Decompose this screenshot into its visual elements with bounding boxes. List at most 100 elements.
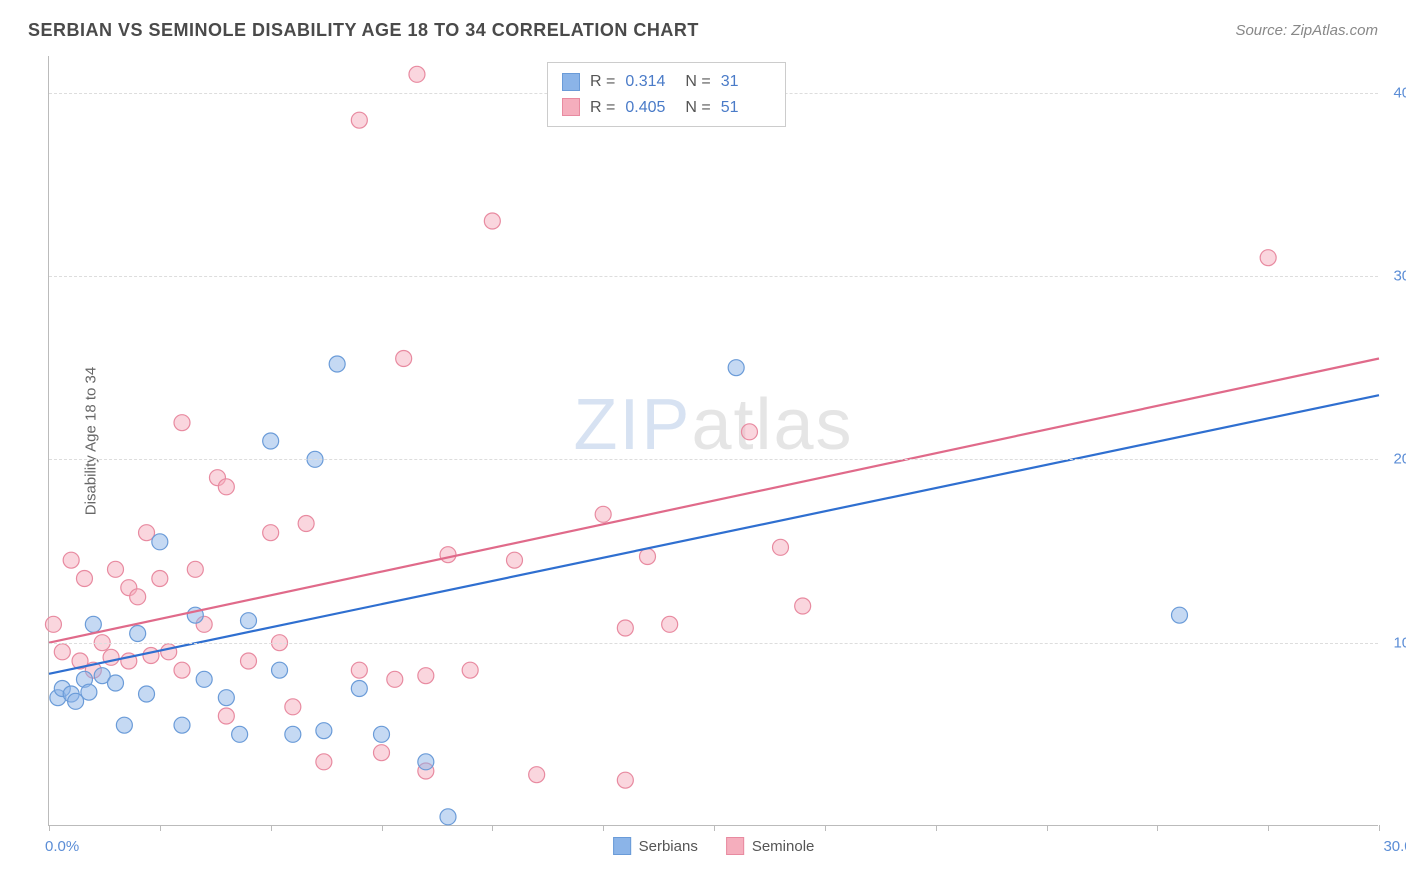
y-tick-label: 10.0% [1393, 634, 1406, 651]
stats-row-seminole: R = 0.405 N = 51 [562, 95, 771, 121]
scatter-point [316, 723, 332, 739]
scatter-point [662, 616, 678, 632]
x-tick [382, 825, 383, 831]
scatter-point [187, 561, 203, 577]
x-axis-end-label: 30.0% [1383, 838, 1406, 855]
gridline-h [49, 276, 1378, 277]
x-tick [1047, 825, 1048, 831]
scatter-point [218, 690, 234, 706]
scatter-point [63, 552, 79, 568]
scatter-point [263, 433, 279, 449]
scatter-point [241, 613, 257, 629]
scatter-point [396, 351, 412, 367]
scatter-point [1260, 250, 1276, 266]
r-value-serbians: 0.314 [625, 69, 675, 95]
stats-legend-box: R = 0.314 N = 31 R = 0.405 N = 51 [547, 62, 786, 127]
x-tick [492, 825, 493, 831]
scatter-point [45, 616, 61, 632]
scatter-point [440, 547, 456, 563]
scatter-point [54, 644, 70, 660]
scatter-point [462, 662, 478, 678]
y-tick-label: 40.0% [1393, 84, 1406, 101]
scatter-point [108, 561, 124, 577]
gridline-h [49, 459, 1378, 460]
scatter-point [351, 662, 367, 678]
scatter-point [116, 717, 132, 733]
scatter-svg [49, 56, 1378, 825]
scatter-point [617, 620, 633, 636]
x-tick [271, 825, 272, 831]
scatter-point [218, 479, 234, 495]
legend-swatch-seminole [726, 837, 744, 855]
scatter-point [161, 644, 177, 660]
x-tick [603, 825, 604, 831]
scatter-point [285, 726, 301, 742]
stats-row-serbians: R = 0.314 N = 31 [562, 69, 771, 95]
scatter-point [595, 506, 611, 522]
scatter-point [409, 66, 425, 82]
scatter-point [316, 754, 332, 770]
scatter-point [263, 525, 279, 541]
scatter-point [795, 598, 811, 614]
scatter-point [152, 571, 168, 587]
n-value-seminole: 51 [721, 95, 771, 121]
scatter-point [130, 589, 146, 605]
scatter-point [139, 686, 155, 702]
scatter-point [351, 681, 367, 697]
x-tick [714, 825, 715, 831]
r-value-seminole: 0.405 [625, 95, 675, 121]
scatter-point [617, 772, 633, 788]
legend-bottom: Serbians Seminole [613, 837, 815, 855]
scatter-point [241, 653, 257, 669]
x-axis-start-label: 0.0% [45, 838, 79, 855]
scatter-point [374, 745, 390, 761]
scatter-point [174, 415, 190, 431]
r-label: R = [590, 95, 615, 121]
scatter-point [218, 708, 234, 724]
scatter-point [174, 662, 190, 678]
x-tick [1157, 825, 1158, 831]
scatter-point [85, 616, 101, 632]
y-tick-label: 20.0% [1393, 451, 1406, 468]
trend-line [49, 395, 1379, 674]
scatter-point [272, 662, 288, 678]
scatter-point [298, 516, 314, 532]
scatter-point [76, 571, 92, 587]
scatter-point [440, 809, 456, 825]
scatter-point [418, 668, 434, 684]
scatter-point [143, 648, 159, 664]
gridline-h [49, 643, 1378, 644]
trend-line [49, 359, 1379, 643]
scatter-point [329, 356, 345, 372]
scatter-point [152, 534, 168, 550]
scatter-point [196, 671, 212, 687]
legend-swatch-serbians [613, 837, 631, 855]
scatter-point [418, 754, 434, 770]
scatter-point [387, 671, 403, 687]
scatter-point [484, 213, 500, 229]
swatch-serbians [562, 73, 580, 91]
x-tick [825, 825, 826, 831]
x-tick [160, 825, 161, 831]
scatter-point [1172, 607, 1188, 623]
swatch-seminole [562, 98, 580, 116]
scatter-point [640, 549, 656, 565]
n-label: N = [685, 69, 710, 95]
x-tick [1268, 825, 1269, 831]
scatter-point [174, 717, 190, 733]
x-tick [1379, 825, 1380, 831]
y-tick-label: 30.0% [1393, 268, 1406, 285]
scatter-point [285, 699, 301, 715]
legend-label-seminole: Seminole [752, 838, 815, 855]
legend-item-seminole: Seminole [726, 837, 815, 855]
scatter-point [232, 726, 248, 742]
scatter-point [728, 360, 744, 376]
r-label: R = [590, 69, 615, 95]
scatter-point [108, 675, 124, 691]
legend-item-serbians: Serbians [613, 837, 698, 855]
scatter-point [741, 424, 757, 440]
x-tick [49, 825, 50, 831]
scatter-point [130, 626, 146, 642]
scatter-point [773, 539, 789, 555]
x-tick [936, 825, 937, 831]
